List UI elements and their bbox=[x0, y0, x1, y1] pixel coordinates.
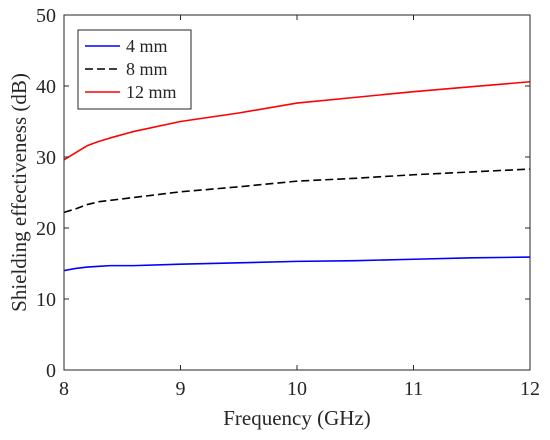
plot-area bbox=[63, 80, 531, 272]
x-tick-label: 12 bbox=[520, 378, 540, 400]
series-line-2 bbox=[63, 168, 531, 214]
y-tick-label: 0 bbox=[46, 360, 56, 382]
x-tick-label: 9 bbox=[176, 378, 186, 400]
legend-label: 12 mm bbox=[126, 82, 177, 102]
y-tick-label: 10 bbox=[36, 289, 56, 311]
y-tick-label: 30 bbox=[36, 147, 56, 169]
x-tick-label: 8 bbox=[59, 378, 69, 400]
series-line-3 bbox=[63, 80, 531, 161]
x-tick-label: 10 bbox=[287, 378, 307, 400]
legend-label: 8 mm bbox=[126, 59, 168, 79]
y-tick-label: 20 bbox=[36, 218, 56, 240]
x-tick-label: 11 bbox=[404, 378, 423, 400]
series-line-1 bbox=[63, 256, 531, 272]
y-tick-label: 40 bbox=[36, 76, 56, 98]
axis-ticks: 8 9 10 11 12 0 10 20 30 40 50 bbox=[36, 5, 540, 400]
y-axis-label: Shielding effectiveness (dB) bbox=[7, 73, 31, 312]
legend-label: 4 mm bbox=[126, 36, 168, 56]
legend: 4 mm 8 mm 12 mm bbox=[77, 29, 192, 110]
y-tick-label: 50 bbox=[36, 5, 56, 27]
x-axis-label: Frequency (GHz) bbox=[223, 406, 371, 430]
legend-box bbox=[77, 29, 192, 110]
